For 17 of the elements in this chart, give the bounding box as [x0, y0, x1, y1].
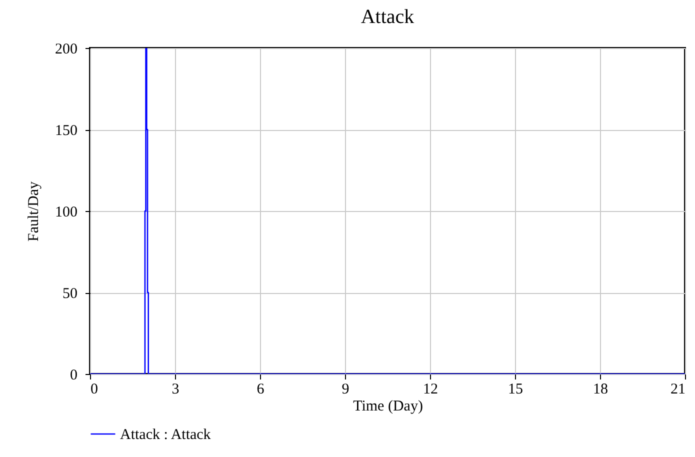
- x-tick-label: 15: [508, 382, 523, 398]
- x-tick-label: 18: [593, 382, 608, 398]
- y-tick-label: 200: [55, 42, 78, 58]
- y-axis-title: Fault/Day: [26, 181, 42, 242]
- y-tick-label: 50: [62, 286, 78, 302]
- chart-title: Attack: [360, 6, 414, 28]
- x-tick-label: 3: [172, 382, 180, 398]
- legend-label: Attack : Attack: [120, 427, 212, 443]
- y-tick-label: 0: [70, 368, 78, 384]
- x-axis-title: Time (Day): [353, 398, 423, 414]
- x-tick-label: 0: [90, 382, 98, 398]
- y-tick-label: 150: [55, 123, 78, 139]
- x-tick-label: 9: [342, 382, 350, 398]
- x-tick-label: 6: [256, 382, 265, 398]
- x-tick-label: 21: [670, 382, 686, 398]
- y-tick-label: 100: [55, 204, 78, 220]
- x-tick-label: 12: [423, 382, 438, 398]
